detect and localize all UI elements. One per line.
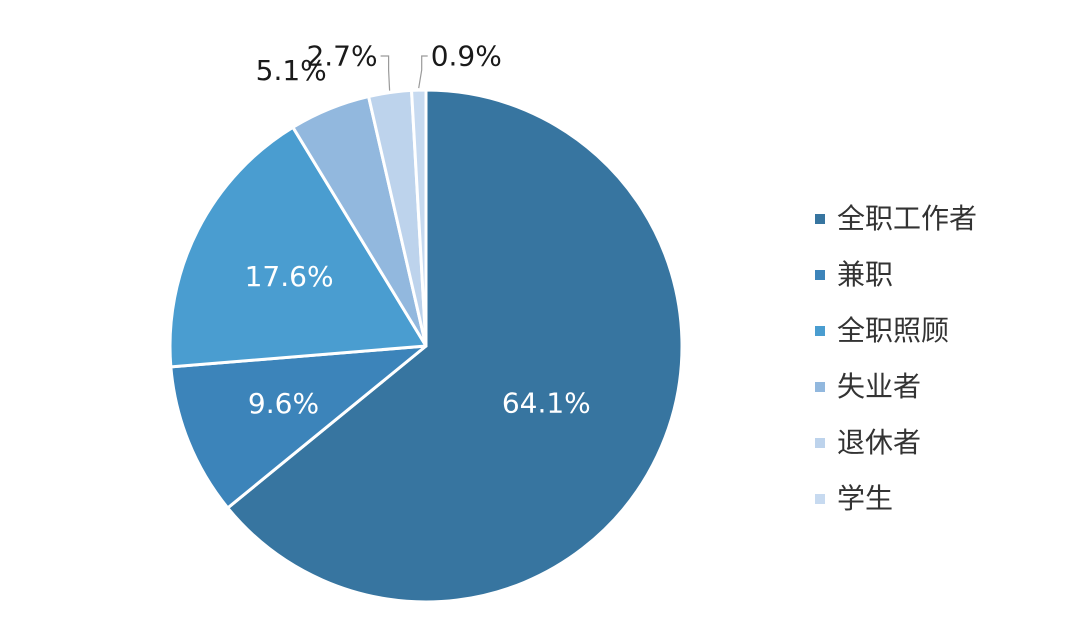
legend-item-retired: 退休者 xyxy=(815,415,977,471)
legend-label: 失业者 xyxy=(837,370,922,403)
legend-swatch xyxy=(815,270,825,280)
legend-label: 兼职 xyxy=(837,258,894,291)
legend-item-full-time: 全职工作者 xyxy=(815,191,977,247)
legend-label: 学生 xyxy=(837,482,894,515)
legend-label: 全职照顾 xyxy=(837,314,950,347)
legend-swatch xyxy=(815,438,825,448)
pie-slice-part-time xyxy=(169,344,428,510)
data-label-unemployed: 5.1% xyxy=(256,54,327,87)
legend-swatch xyxy=(815,326,825,336)
legend-item-full-time-caregiver: 全职照顾 xyxy=(815,303,977,359)
pie-slice-full-time xyxy=(226,88,684,604)
legend-label: 退休者 xyxy=(837,426,922,459)
data-label-full-time: 64.1% xyxy=(502,387,591,420)
pie-slice-student xyxy=(410,88,428,348)
legend-swatch xyxy=(815,382,825,392)
legend-item-student: 学生 xyxy=(815,471,977,527)
legend: 全职工作者 兼职 全职照顾 失业者 退休者 学生 xyxy=(815,191,977,527)
data-label-full-time-caregiver: 17.6% xyxy=(245,260,334,293)
data-label-part-time: 9.6% xyxy=(248,387,319,420)
legend-swatch xyxy=(815,214,825,224)
data-label-student: 0.9% xyxy=(431,40,502,73)
legend-swatch xyxy=(815,494,825,504)
pie-chart: 64.1% 9.6% 17.6% 5.1%2.7% 0.9% xyxy=(168,40,684,604)
pie-slice-full-time-caregiver xyxy=(168,125,428,369)
legend-item-part-time: 兼职 xyxy=(815,247,977,303)
data-label-retired: 2.7% xyxy=(306,40,377,73)
leader-line-student xyxy=(418,55,428,89)
legend-label: 全职工作者 xyxy=(837,202,978,235)
legend-item-unemployed: 失业者 xyxy=(815,359,977,415)
leader-line-retired xyxy=(380,55,391,91)
